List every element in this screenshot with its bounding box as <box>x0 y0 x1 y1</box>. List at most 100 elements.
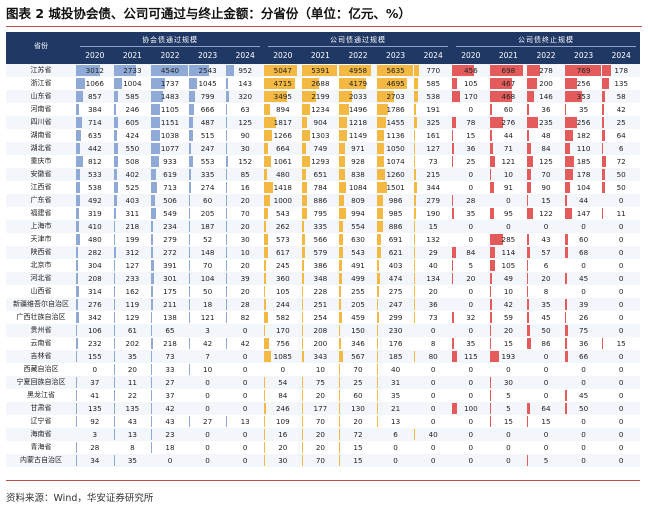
value-cell: 0 <box>226 363 264 376</box>
value-label: 2199 <box>311 92 330 101</box>
value-label: 170 <box>275 326 290 335</box>
value-label: 573 <box>275 235 290 244</box>
value-label: 115 <box>463 352 478 361</box>
value-label: 0 <box>430 456 436 465</box>
value-label: 20 <box>541 274 551 283</box>
data-bar <box>76 351 78 362</box>
value-label: 31 <box>391 378 401 387</box>
value-label: 20 <box>240 261 250 270</box>
value-cell: 343 <box>301 350 340 363</box>
value-label: 205 <box>351 300 365 309</box>
province-label: 河北省 <box>30 274 52 282</box>
data-bar <box>151 234 154 245</box>
value-cell: 211 <box>151 298 189 311</box>
data-bar <box>376 130 385 141</box>
value-cell: 515 <box>188 129 227 142</box>
value-cell: 20 <box>113 363 152 376</box>
value-label: 5047 <box>273 66 292 75</box>
value-cell: 15 <box>527 415 565 428</box>
data-bar <box>301 182 307 193</box>
data-bar <box>376 351 378 362</box>
data-bar <box>301 195 308 206</box>
data-bar <box>376 338 378 349</box>
value-label: 256 <box>576 79 591 88</box>
data-bar <box>527 104 529 115</box>
value-cell: 487 <box>188 116 227 129</box>
value-cell: 34 <box>76 454 114 467</box>
year-header: 2020 <box>461 51 481 60</box>
value-label: 178 <box>614 66 629 75</box>
table-row: 湖北省 442 550 1077 247 30 664 749 971 1050 127 36 71 84… <box>6 142 640 155</box>
data-bar <box>188 117 193 128</box>
value-label: 110 <box>576 144 591 153</box>
value-cell: 228 <box>301 285 340 298</box>
data-bar <box>339 312 343 323</box>
data-table: 省份 协会债通过规模 公司债通过规模 公司债终止规模 2020 2021 2022 2… <box>6 32 640 474</box>
value-label: 605 <box>125 118 140 127</box>
data-bar <box>76 338 78 349</box>
data-bar <box>339 169 345 180</box>
value-cell: 54 <box>264 376 302 389</box>
table-row: 山西省 314 162 175 50 20 105 228 255 275 20 0 10 8 0 0 <box>6 285 640 298</box>
data-bar <box>414 117 417 128</box>
value-cell: 125 <box>226 116 264 129</box>
value-label: 42 <box>503 300 513 309</box>
value-label: 0 <box>167 456 173 465</box>
value-cell: 0 <box>189 428 227 441</box>
value-label: 769 <box>576 66 591 75</box>
value-label: 71 <box>503 144 513 153</box>
value-label: 34 <box>90 456 100 465</box>
data-bar <box>414 130 416 141</box>
value-label: 10 <box>240 248 250 257</box>
data-bar <box>489 312 493 323</box>
value-cell: 403 <box>113 194 152 207</box>
value-cell: 538 <box>76 181 114 194</box>
data-bar <box>113 273 116 284</box>
value-cell: 6 <box>376 428 415 441</box>
data-bar <box>602 156 606 167</box>
data-bar <box>264 325 266 336</box>
value-label: 6 <box>393 430 398 439</box>
value-label: 0 <box>618 196 624 205</box>
value-cell: 533 <box>76 168 114 181</box>
value-cell: 566 <box>301 233 340 246</box>
table-row: 北京市 304 127 391 70 20 245 386 491 403 40 5 105 6 0 0 <box>6 259 640 272</box>
value-cell: 177 <box>301 402 340 415</box>
value-label: 886 <box>388 222 403 231</box>
value-label: 143 <box>238 79 253 88</box>
value-label: 247 <box>200 144 215 153</box>
value-cell: 0 <box>452 233 490 246</box>
data-bar <box>339 104 349 115</box>
value-cell: 553 <box>188 155 227 168</box>
value-cell: 13 <box>113 428 152 441</box>
value-label: 35 <box>127 352 137 361</box>
value-label: 85 <box>240 170 250 179</box>
value-label: 54 <box>278 378 288 387</box>
value-cell: 37 <box>151 389 189 402</box>
value-cell: 0 <box>226 454 264 467</box>
value-cell: 256 <box>564 77 603 90</box>
value-label: 619 <box>163 170 177 179</box>
province-label: 安徽省 <box>30 170 52 178</box>
value-cell: 25 <box>602 116 640 129</box>
value-cell: 57 <box>527 246 565 259</box>
data-bar <box>151 247 154 258</box>
value-label: 200 <box>539 79 553 88</box>
value-cell: 1084 <box>339 181 377 194</box>
data-bar <box>564 78 577 89</box>
value-label: 6 <box>543 261 549 270</box>
value-label: 480 <box>275 170 290 179</box>
value-label: 1077 <box>160 144 180 153</box>
value-label: 105 <box>463 79 478 88</box>
data-bar <box>602 208 603 219</box>
value-label: 904 <box>313 118 328 127</box>
value-cell: 0 <box>565 259 603 272</box>
value-cell: 208 <box>301 324 340 337</box>
province-header: 省份 <box>34 42 48 50</box>
table-row: 山东省 857 585 1483 799 320 3495 2199 2033 2703 538 17… <box>6 90 640 103</box>
value-label: 1455 <box>386 118 405 127</box>
value-cell: 44 <box>489 129 528 142</box>
value-cell: 838 <box>339 168 377 181</box>
value-cell: 28 <box>76 441 114 454</box>
value-label: 7 <box>205 352 210 361</box>
